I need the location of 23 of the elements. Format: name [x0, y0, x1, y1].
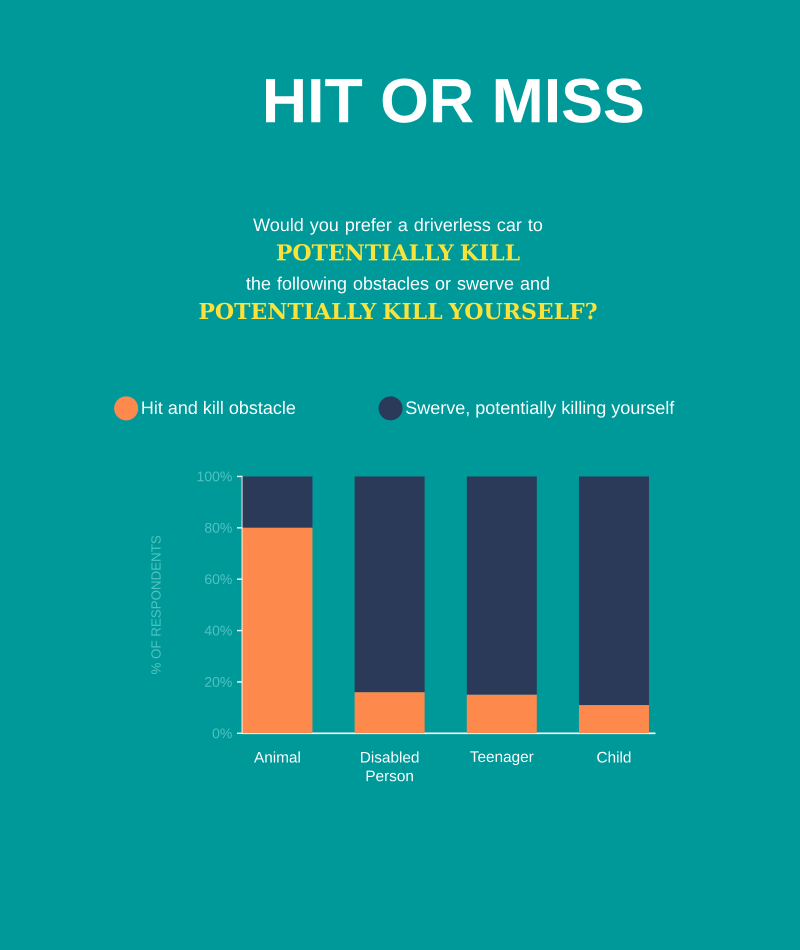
bar: [466, 476, 537, 695]
bar: [466, 694, 537, 734]
legend-label: Swerve, potentially killing yourself: [406, 400, 674, 418]
y-tick-label: 40%: [204, 626, 232, 636]
x-tick-label: Child: [597, 751, 630, 763]
x-tick-label: Disabled Person: [361, 751, 418, 782]
bar: [242, 476, 312, 528]
y-tick-label: 80%: [204, 522, 232, 533]
y-tick-label: 100%: [198, 471, 232, 482]
bar: [242, 528, 312, 734]
chart-subtitle: Would you prefer a driverless car to POTENTIALLY KILL the following obstacles or swerve and POTENTIALLY KILL YOURSELF?: [199, 218, 597, 320]
x-tick-label: Teenager: [470, 751, 534, 766]
y-tick-label: 60%: [205, 574, 232, 584]
legend-label: Hit and kill obstacle: [142, 400, 296, 414]
chart-title: HIT OR MISS: [266, 78, 642, 123]
bar: [354, 476, 425, 692]
y-tick-label: 0%: [212, 728, 232, 738]
bar: [578, 705, 649, 734]
bar: [578, 476, 649, 706]
y-tick-label: 20%: [205, 677, 232, 687]
y-axis-title: % OF RESPONDENTS: [151, 536, 161, 674]
bar: [354, 692, 425, 734]
x-tick-label: Animal: [254, 751, 300, 763]
